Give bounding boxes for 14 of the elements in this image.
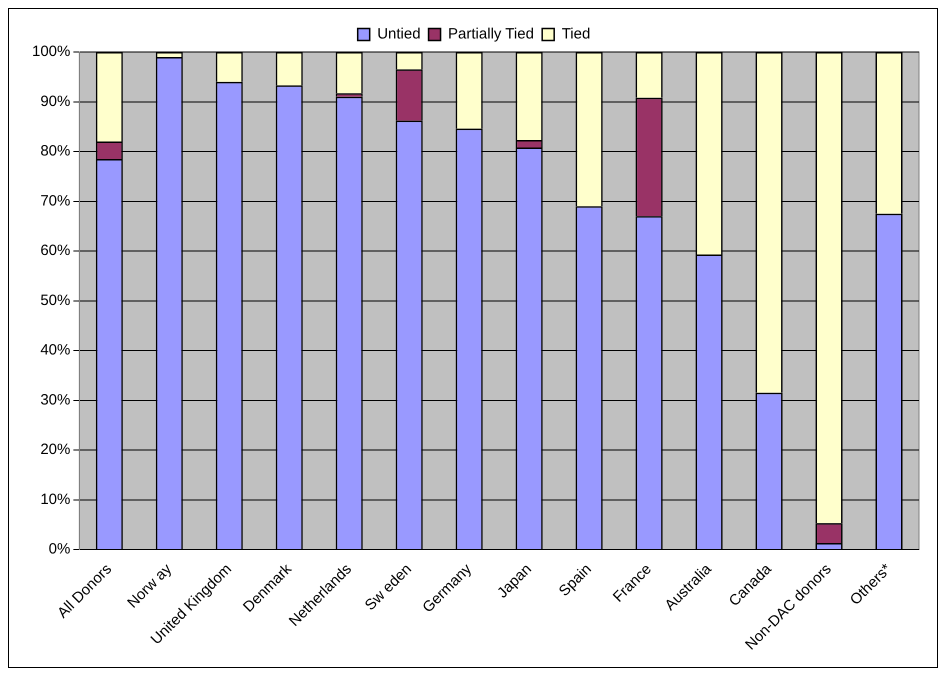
y-tick-label: 70% — [40, 192, 70, 210]
y-tick-label: 60% — [40, 242, 70, 260]
legend-label: Partially Tied — [448, 26, 534, 43]
y-tick-label: 100% — [32, 43, 70, 60]
y-tick-label: 20% — [40, 441, 70, 458]
y-tick-label: 50% — [40, 292, 70, 309]
y-tick-label: 40% — [40, 342, 70, 359]
legend-label: Untied — [377, 26, 421, 43]
y-tick-label: 80% — [40, 142, 70, 160]
y-tick-label: 10% — [40, 490, 70, 508]
y-tick-label: 0% — [48, 540, 70, 558]
legend-label: Tied — [562, 26, 590, 43]
y-tick-label: 90% — [40, 92, 70, 110]
y-tick-label: 30% — [40, 391, 70, 408]
